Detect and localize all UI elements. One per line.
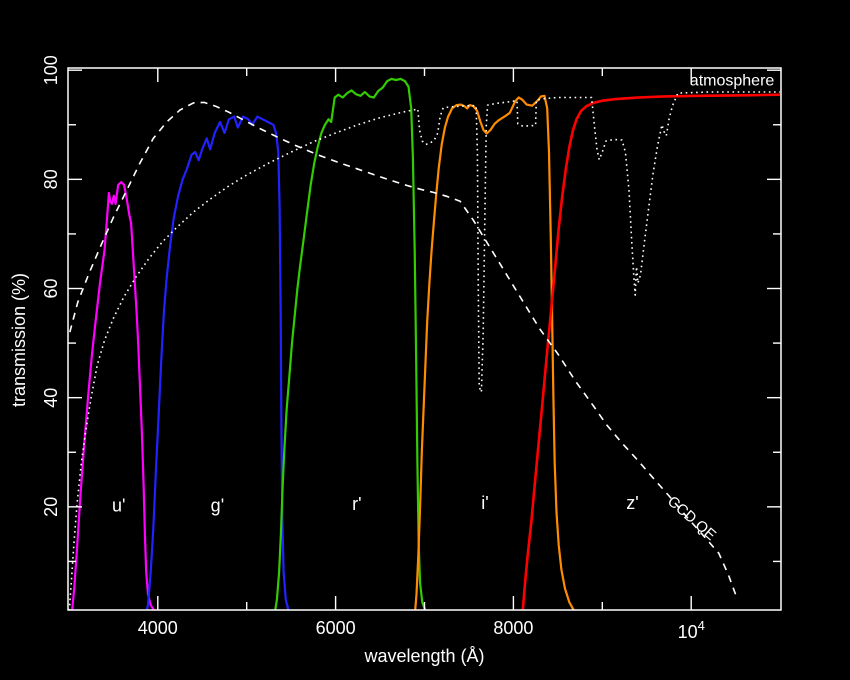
curve-r_prime (274, 77, 427, 610)
curve-label-i_prime: i' (481, 493, 488, 513)
curve-label-z_prime: z' (626, 493, 638, 513)
y-tick-label: 40 (41, 388, 61, 408)
y-tick-label: 80 (41, 169, 61, 189)
curve-label-u_prime: u' (112, 496, 125, 516)
x-tick-label: 104 (678, 618, 705, 642)
y-tick-label: 100 (41, 55, 61, 85)
curve-label-g_prime: g' (211, 496, 224, 516)
x-tick-label: 6000 (316, 618, 356, 638)
x-tick-label: 8000 (493, 618, 533, 638)
curve-atmosphere (68, 91, 781, 610)
y-tick-label: 60 (41, 278, 61, 298)
x-axis-title: wavelength (Å) (363, 646, 484, 666)
curve-label-r_prime: r' (352, 494, 361, 514)
curve-ccd_qe (69, 101, 738, 598)
curve-i_prime (414, 94, 575, 610)
y-tick-label: 20 (41, 497, 61, 517)
curve-u_prime (71, 181, 156, 610)
curve-g_prime (145, 115, 290, 610)
curve-label-atmosphere: atmosphere (690, 73, 775, 90)
curve-z_prime (521, 93, 781, 610)
x-tick-label: 4000 (138, 618, 178, 638)
y-axis-title: transmission (%) (9, 273, 29, 407)
